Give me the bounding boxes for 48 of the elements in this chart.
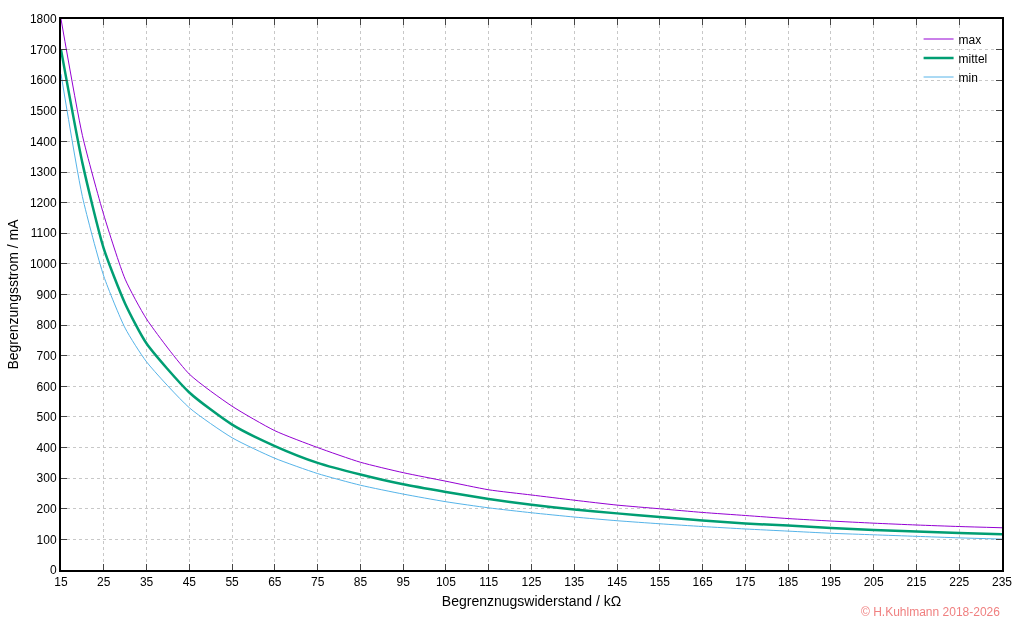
x-tick-label: 65 bbox=[268, 575, 282, 590]
y-tick-label: 1000 bbox=[29, 257, 57, 272]
x-tick-label: 125 bbox=[521, 575, 542, 590]
y-tick-label: 1700 bbox=[29, 42, 57, 57]
y-tick-label: 200 bbox=[36, 501, 57, 516]
x-tick-label: 205 bbox=[863, 575, 885, 590]
x-tick-label: 25 bbox=[97, 575, 111, 590]
y-tick-label: 900 bbox=[36, 287, 57, 302]
x-tick-label: 95 bbox=[396, 575, 411, 590]
y-tick-label: 300 bbox=[36, 471, 57, 486]
x-tick-label: 165 bbox=[692, 575, 713, 590]
legend-label: mittel bbox=[958, 51, 988, 66]
y-tick-label: 0 bbox=[49, 563, 57, 578]
y-tick-label: 1600 bbox=[29, 73, 57, 88]
text: © H.Kuhlmann 2018-2026 bbox=[861, 605, 1001, 619]
y-tick-label: 500 bbox=[36, 410, 57, 425]
y-tick-label: 1200 bbox=[29, 195, 57, 210]
legend-label: min bbox=[958, 70, 978, 85]
x-axis-title: Begrenznugswiderstand / kΩ bbox=[441, 593, 622, 610]
x-tick-label: 75 bbox=[310, 575, 325, 590]
y-tick-label: 700 bbox=[36, 348, 57, 363]
x-tick-label: 115 bbox=[479, 575, 499, 590]
x-tick-label: 45 bbox=[182, 575, 197, 590]
x-tick-label: 135 bbox=[564, 575, 585, 590]
y-tick-label: 400 bbox=[36, 440, 57, 455]
x-tick-label: 215 bbox=[906, 575, 927, 590]
y-tick-label: 1100 bbox=[30, 226, 57, 241]
x-tick-label: 235 bbox=[991, 575, 1013, 590]
y-axis-title: Begrenzungsstrom / mA bbox=[5, 218, 21, 370]
y-tick-label: 800 bbox=[36, 318, 57, 333]
x-tick-label: 225 bbox=[949, 575, 970, 590]
x-tick-label: 15 bbox=[54, 575, 68, 590]
x-tick-label: 145 bbox=[607, 575, 628, 590]
y-tick-label: 1500 bbox=[29, 104, 57, 119]
x-tick-label: 175 bbox=[735, 575, 756, 590]
y-tick-label: 600 bbox=[36, 379, 57, 394]
x-tick-label: 195 bbox=[820, 575, 842, 590]
x-tick-label: 35 bbox=[139, 575, 154, 590]
y-tick-label: 100 bbox=[36, 532, 57, 547]
y-tick-label: 1400 bbox=[29, 134, 57, 149]
x-tick-label: 155 bbox=[649, 575, 671, 590]
y-tick-label: 1800 bbox=[29, 12, 57, 27]
x-tick-label: 85 bbox=[353, 575, 368, 590]
x-tick-label: 105 bbox=[435, 575, 457, 590]
x-tick-label: 55 bbox=[225, 575, 240, 590]
legend-label: max bbox=[958, 32, 982, 47]
x-tick-label: 185 bbox=[778, 575, 799, 590]
y-tick-label: 1300 bbox=[29, 165, 57, 180]
